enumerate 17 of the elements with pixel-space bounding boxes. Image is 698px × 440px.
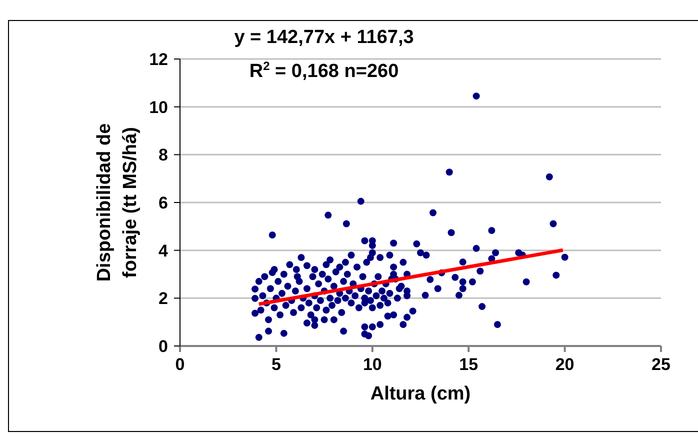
annotation: R$^{2}$ = 0,168 n=260: [249, 59, 399, 82]
y-tick-label: 2: [158, 289, 168, 308]
x-tick-label: 15: [459, 355, 478, 374]
y-tick-label: 8: [158, 146, 168, 165]
text: y = 142,77x + 1167,3: [234, 27, 414, 48]
x-tick-label: 25: [652, 355, 670, 374]
y-tick-label: 4: [158, 241, 169, 260]
y-tick-label: 10: [149, 98, 168, 117]
y-tick-label: 6: [158, 194, 168, 213]
x-tick-label: 0: [175, 355, 185, 374]
y-axis-title: Disponibilidad de forraje (tt MS/há): [94, 123, 141, 282]
x-tick-label: 10: [362, 355, 382, 374]
x-axis-title: Altura (cm): [370, 383, 471, 404]
x-tick-label: 5: [271, 355, 281, 374]
y-tick-label: 0: [158, 337, 168, 356]
x-tick-label: 20: [555, 355, 574, 374]
y-tick-label: 12: [149, 50, 168, 70]
